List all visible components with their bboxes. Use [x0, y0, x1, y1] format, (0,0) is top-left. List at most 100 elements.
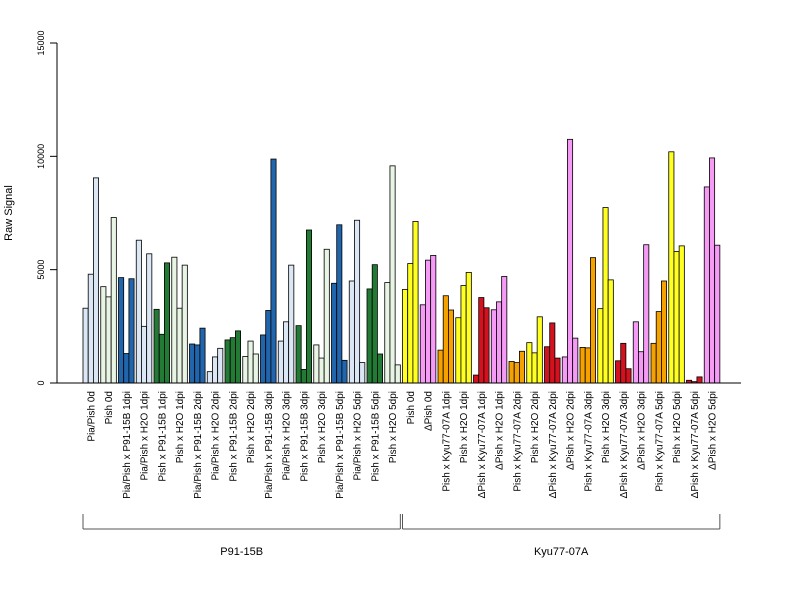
bar — [549, 322, 556, 384]
x-tick-label: Pia/Pish x P91-15B 5dpi — [335, 391, 346, 499]
y-tick-label: 0 — [36, 380, 46, 385]
x-tick-label: ΔPish x Kyu77-07A 2dpi — [548, 391, 559, 498]
bar — [407, 263, 414, 384]
bar — [128, 278, 135, 384]
x-tick-label: Pia/Pish x H2O 2dpi — [211, 391, 222, 481]
x-tick-label: Pish x H2O 3dpi — [601, 391, 612, 463]
bar — [501, 276, 508, 384]
bar — [135, 239, 142, 384]
bar — [371, 264, 378, 384]
bar — [696, 376, 703, 384]
x-tick-label: Pish x Kyu77-07A 1dpi — [441, 391, 452, 492]
bar — [531, 352, 538, 384]
bar — [607, 279, 614, 384]
bar — [638, 351, 645, 384]
x-tick-label: Pish x H2O 2dpi — [530, 391, 541, 463]
bar — [389, 165, 396, 384]
bar — [305, 229, 312, 384]
bar — [643, 244, 650, 384]
x-tick-label: Pish x P91-15B 3dpi — [299, 391, 310, 482]
bar — [110, 217, 117, 384]
bar — [615, 360, 622, 384]
bar — [465, 271, 472, 384]
bar — [455, 317, 462, 384]
bar — [270, 158, 277, 384]
x-tick-label: Pish x H2O 1dpi — [459, 391, 470, 463]
bar — [490, 309, 497, 384]
bar — [668, 151, 675, 384]
bar — [146, 253, 153, 384]
x-tick-label: Pia/Pish 0d — [86, 391, 97, 442]
group-label: Kyu77-07A — [534, 546, 589, 558]
category-labels: Pia/Pish 0d Pish 0d Pia/Pish x P91-15B 1dp… — [86, 391, 718, 499]
bar — [318, 357, 325, 384]
x-tick-label: Pia/Pish x H2O 3dpi — [282, 391, 293, 481]
bar — [376, 353, 383, 384]
bar — [141, 325, 148, 384]
bar — [412, 220, 419, 384]
bar — [158, 333, 165, 384]
x-tick-label: Pish x P91-15B 5dpi — [370, 391, 381, 482]
x-tick-label: ΔPish x Kyu77-07A 1dpi — [477, 391, 488, 498]
bar — [579, 347, 586, 384]
x-tick-label: ΔPish x Kyu77-07A 3dpi — [619, 391, 630, 498]
bar — [394, 364, 401, 384]
bar — [224, 339, 231, 384]
bar — [313, 344, 320, 384]
x-tick-label: Pish x Kyu77-07A 5dpi — [654, 391, 665, 492]
bar — [650, 342, 657, 384]
bar — [331, 282, 338, 384]
y-axis: 0 5000 10000 15000 — [36, 30, 58, 386]
bar — [483, 307, 490, 384]
bar — [194, 344, 201, 384]
x-tick-label: Pish x H2O 1dpi — [175, 391, 186, 463]
bar — [473, 374, 480, 384]
bar — [419, 304, 426, 384]
x-tick-label: Pia/Pish x H2O 1dpi — [140, 391, 151, 481]
bar — [447, 309, 454, 384]
bar — [348, 280, 355, 384]
bar — [544, 346, 551, 384]
bar — [247, 340, 254, 384]
y-tick-label: 15000 — [36, 30, 46, 55]
x-tick-label: Pish x H2O 5dpi — [388, 391, 399, 463]
bar — [359, 362, 366, 384]
bar — [384, 282, 391, 384]
bar — [189, 343, 196, 384]
bar — [295, 325, 302, 384]
bar — [206, 371, 213, 384]
bar — [87, 273, 94, 384]
bar — [341, 359, 348, 384]
bar — [478, 297, 485, 384]
x-tick-label: Pish x Kyu77-07A 2dpi — [512, 391, 523, 492]
bar — [519, 350, 526, 384]
bar — [460, 285, 467, 384]
group-brackets: P91-15B Kyu77-07A — [82, 514, 721, 558]
x-tick-label: ΔPish x H2O 3dpi — [637, 391, 648, 470]
bar — [323, 248, 330, 384]
x-tick-label: Pish x H2O 5dpi — [672, 391, 683, 463]
y-axis-label: Raw Signal — [3, 185, 15, 241]
y-tick-label: 10000 — [36, 144, 46, 169]
bar — [153, 308, 160, 384]
bar — [242, 356, 249, 384]
bar — [212, 356, 219, 384]
bar — [590, 257, 597, 384]
bar — [288, 264, 295, 384]
bar — [260, 334, 267, 384]
bar — [567, 138, 574, 384]
bar — [199, 327, 206, 384]
bar — [625, 368, 632, 384]
bar — [277, 340, 284, 384]
bar — [176, 307, 183, 384]
group-label: P91-15B — [220, 546, 263, 558]
bar — [93, 177, 100, 384]
bars — [82, 138, 721, 384]
bar — [265, 310, 272, 384]
bar — [425, 259, 432, 384]
bar — [597, 308, 604, 384]
bar — [536, 316, 543, 384]
x-tick-label: Pish x H2O 3dpi — [317, 391, 328, 463]
bar — [300, 368, 307, 384]
